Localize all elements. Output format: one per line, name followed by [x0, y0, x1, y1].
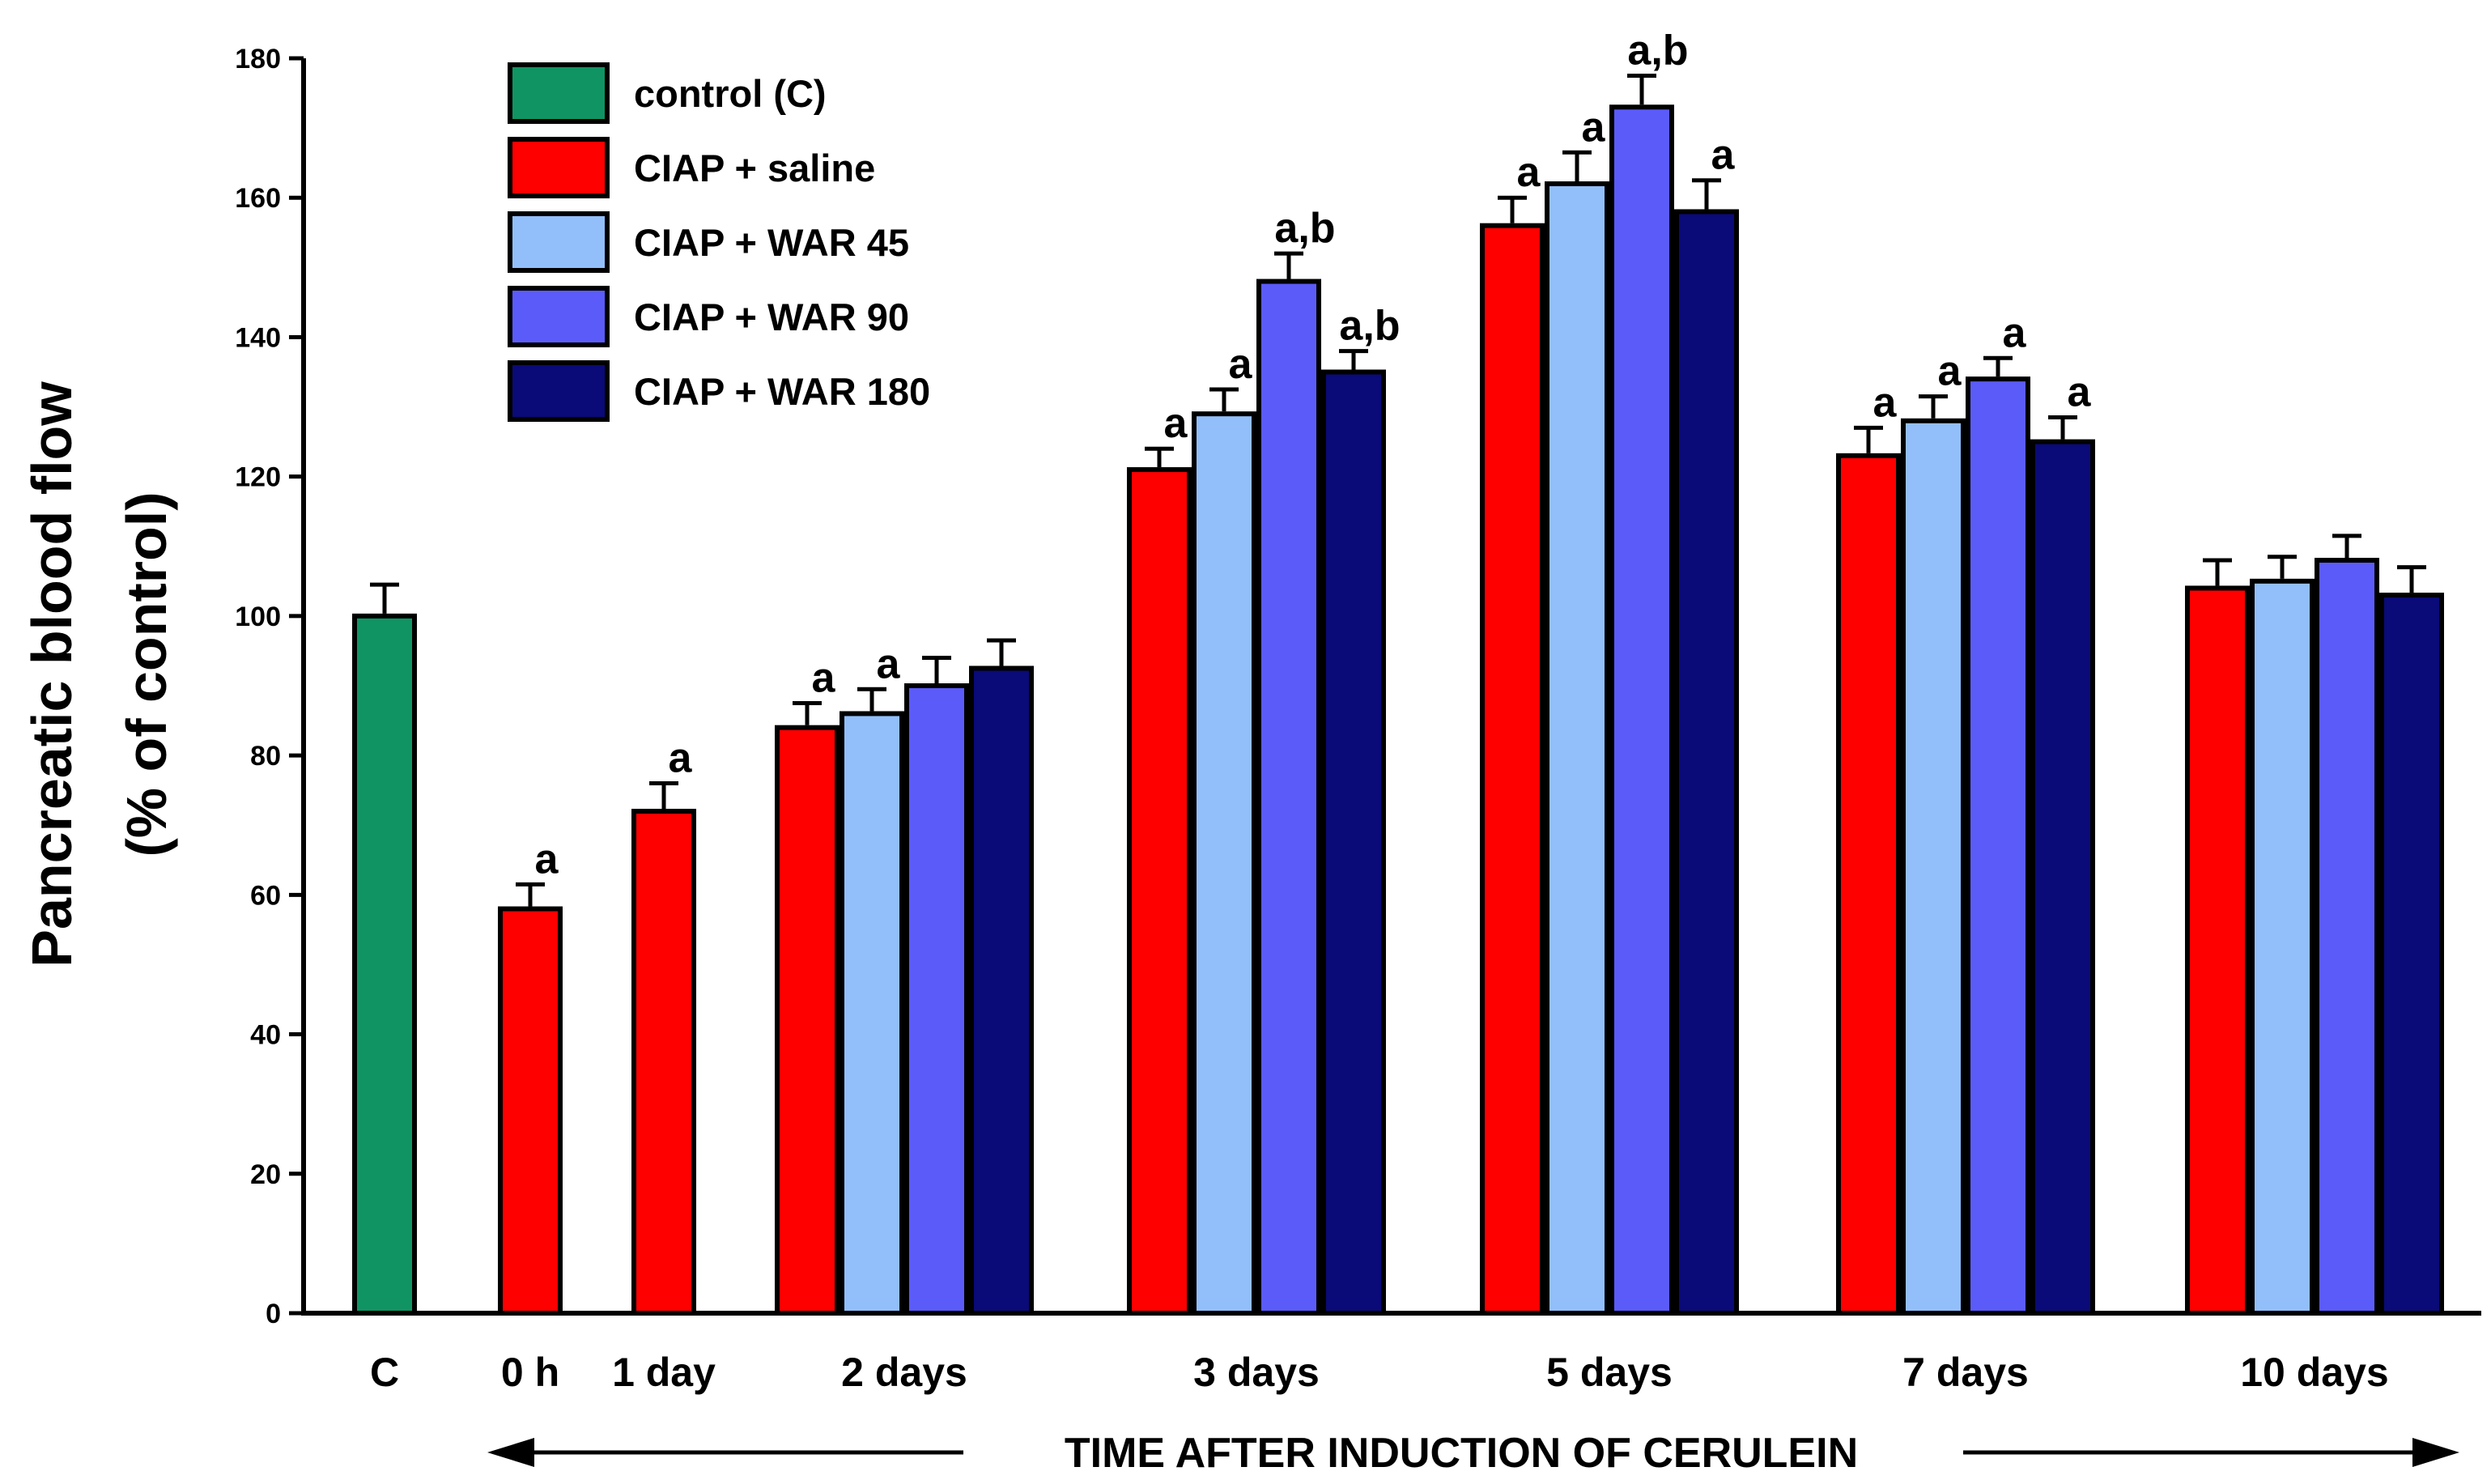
bar — [2379, 593, 2444, 1316]
bar — [969, 665, 1034, 1316]
bar — [1674, 209, 1739, 1316]
legend-swatch — [508, 137, 610, 198]
significance-label: a — [669, 735, 693, 782]
significance-label: a — [1582, 104, 1606, 151]
x-category-label: 7 days — [1902, 1350, 2029, 1395]
legend: control (C) CIAP + saline CIAP + WAR 45 CIA… — [508, 62, 930, 422]
bar — [775, 725, 840, 1316]
x-axis-caption: TIME AFTER INDUCTION OF CERULEIN — [1065, 1430, 1858, 1477]
significance-label: a — [1517, 149, 1541, 196]
y-tick-label: 100 — [235, 602, 281, 632]
y-tick-label: 120 — [235, 462, 281, 493]
y-tick-label: 140 — [235, 322, 281, 353]
y-tick-label: 60 — [250, 880, 281, 911]
bar — [352, 613, 417, 1316]
bar — [2185, 585, 2250, 1316]
bar — [1127, 467, 1192, 1316]
x-caption-arrowhead-left — [487, 1438, 534, 1467]
significance-label: a — [877, 640, 901, 687]
y-tick-label: 80 — [250, 741, 281, 772]
x-category-label: 2 days — [841, 1350, 967, 1395]
bar — [631, 809, 696, 1316]
x-category-label: 5 days — [1546, 1350, 1673, 1395]
y-tick-label: 40 — [250, 1020, 281, 1051]
bar — [1321, 369, 1386, 1316]
x-caption-arrowhead-right — [2412, 1438, 2459, 1467]
x-category-label: 0 h — [501, 1350, 559, 1395]
significance-label: a — [1229, 341, 1253, 388]
legend-label: CIAP + WAR 180 — [634, 370, 930, 413]
y-tick-label: 20 — [250, 1159, 281, 1190]
bar — [1836, 453, 1901, 1316]
significance-label: a — [1711, 132, 1736, 179]
y-axis-label-line1: Pancreatic blood flow — [20, 381, 83, 967]
legend-label: CIAP + WAR 45 — [634, 221, 909, 264]
legend-swatch — [508, 62, 610, 124]
bar — [1609, 104, 1674, 1316]
bar — [2030, 439, 2095, 1316]
bar — [2250, 578, 2315, 1316]
bar — [1256, 279, 1321, 1316]
y-tick-label: 160 — [235, 183, 281, 214]
bar — [498, 906, 563, 1316]
x-category-label: 10 days — [2240, 1350, 2388, 1395]
bar — [1545, 181, 1609, 1316]
bar — [904, 683, 969, 1316]
x-category-label: 1 day — [612, 1350, 716, 1395]
y-tick-label: 0 — [266, 1299, 281, 1329]
significance-label: a — [2003, 309, 2027, 356]
legend-label: CIAP + saline — [634, 147, 875, 189]
x-category-label: C — [370, 1350, 399, 1395]
significance-label: a — [535, 836, 559, 882]
significance-label: a — [1164, 400, 1188, 447]
bar — [840, 711, 904, 1316]
bar — [1901, 418, 1966, 1316]
legend-swatch — [508, 286, 610, 347]
legend-label: CIAP + WAR 90 — [634, 296, 909, 338]
legend-swatch — [508, 211, 610, 273]
x-category-label: 3 days — [1193, 1350, 1320, 1395]
bar — [2315, 558, 2379, 1316]
significance-label: a,b — [1274, 205, 1335, 252]
bar — [1192, 411, 1256, 1316]
legend-swatch — [508, 360, 610, 422]
significance-label: a — [1873, 379, 1898, 426]
significance-label: a — [812, 655, 836, 702]
significance-label: a — [2068, 368, 2092, 415]
significance-label: a — [1938, 348, 1962, 395]
y-axis-label-line2: (% of control) — [115, 491, 178, 857]
legend-label: control (C) — [634, 72, 827, 115]
significance-label: a,b — [1339, 303, 1400, 350]
bar — [1966, 376, 2030, 1316]
y-tick-label: 180 — [235, 44, 281, 74]
significance-label: a,b — [1627, 28, 1688, 74]
bar — [1480, 223, 1545, 1316]
